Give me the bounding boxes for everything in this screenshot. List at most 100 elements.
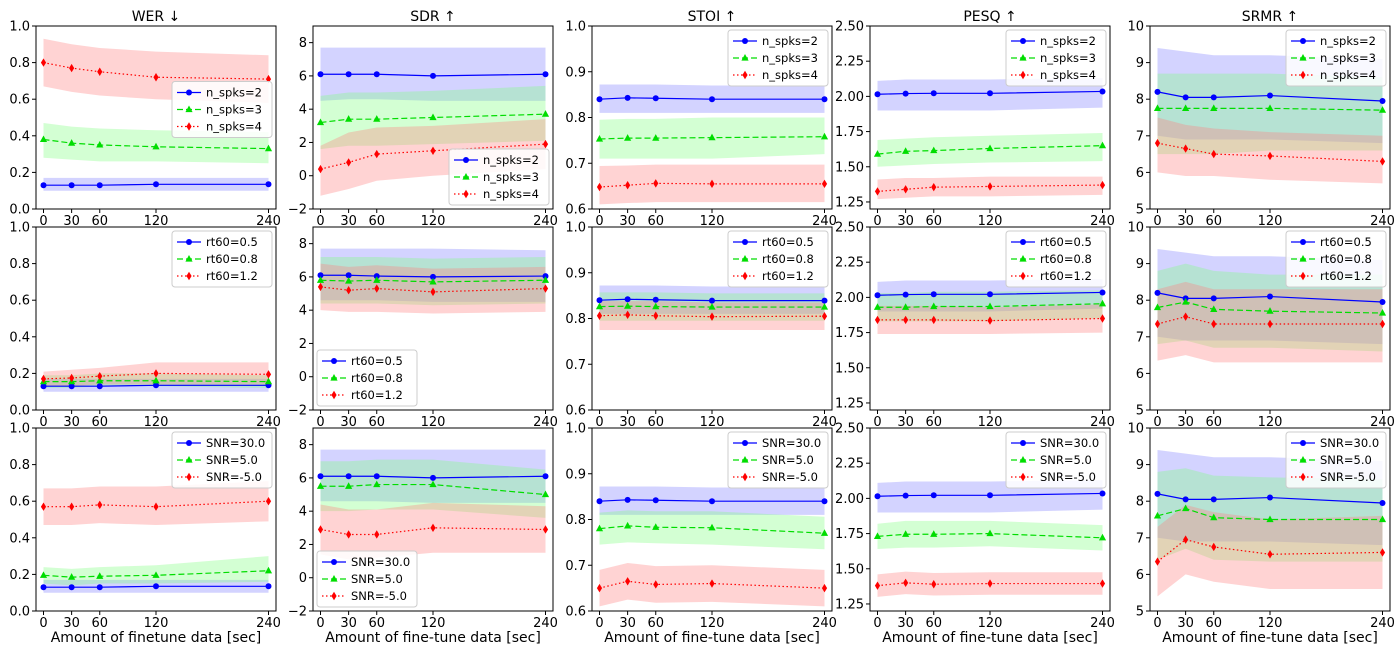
legend-marker — [1300, 70, 1306, 80]
x-tick-label: 60 — [925, 616, 942, 631]
plot-area — [39, 362, 273, 392]
legend-box — [727, 29, 829, 87]
x-tick-label: 0 — [39, 214, 47, 229]
data-point-1 — [542, 473, 549, 480]
x-tick-label: 240 — [256, 616, 281, 631]
x-tick-label: 120 — [978, 415, 1003, 430]
legend-marker — [1300, 440, 1306, 446]
data-point-2 — [96, 572, 104, 579]
data-point-1 — [96, 584, 103, 591]
y-tick-label: −2 — [288, 203, 307, 218]
y-tick-label: 9 — [1136, 257, 1144, 272]
legend-box — [1005, 29, 1107, 87]
y-tick-label: 9 — [1136, 56, 1144, 71]
data-point-2 — [345, 482, 353, 489]
y-tick-label: 0 — [299, 571, 307, 586]
x-tick-label: 240 — [1370, 415, 1395, 430]
data-point-2 — [820, 132, 829, 140]
x-tick-label: 30 — [63, 214, 80, 229]
x-tick-label: 0 — [316, 415, 324, 430]
legend-marker — [331, 559, 337, 565]
data-point-3 — [1154, 319, 1161, 329]
y-tick-label: 6 — [1136, 166, 1144, 181]
data-point-1 — [40, 182, 47, 189]
x-tick-label: 240 — [812, 214, 837, 229]
data-point-2 — [902, 303, 910, 310]
legend-marker — [1020, 472, 1026, 482]
data-point-3 — [903, 315, 909, 325]
data-point-2 — [708, 303, 716, 310]
legend-marker — [462, 173, 470, 180]
x-tick-label: 240 — [533, 214, 558, 229]
data-point-2 — [820, 303, 829, 310]
x-tick-label: 60 — [1205, 415, 1222, 430]
y-tick-label: 8 — [299, 237, 307, 252]
legend-label: n_spks=4 — [483, 187, 539, 201]
x-tick-label: 30 — [897, 616, 914, 631]
data-point-3 — [374, 530, 380, 539]
legend-box — [171, 81, 273, 138]
band-2 — [43, 556, 269, 586]
data-point-1 — [1267, 92, 1273, 99]
y-tick-label: −2 — [288, 404, 307, 419]
data-point-3 — [265, 497, 272, 506]
legend: n_spks=2 n_spks=3 n_spks=4 — [448, 148, 550, 206]
data-point-1 — [1099, 490, 1106, 497]
y-tick-label: 1.0 — [9, 221, 30, 236]
data-point-2 — [930, 146, 938, 154]
legend: n_spks=2 n_spks=3 n_spks=4 — [727, 29, 829, 87]
data-point-1 — [624, 94, 631, 101]
legend-marker — [742, 38, 748, 44]
panel-r1-c1: 0 30 60 120 240 0.0 0.2 0.4 0.6 0.8 1.0 WER ↓ n_spks… — [9, 9, 281, 229]
x-tick-label: 120 — [421, 616, 446, 631]
data-point-2 — [39, 135, 48, 143]
legend-label: rt60=1.2 — [1040, 269, 1092, 283]
legend-label: SNR=5.0 — [1040, 453, 1092, 467]
data-point-1 — [96, 182, 103, 189]
data-point-1 — [596, 96, 603, 103]
legend-marker — [1020, 271, 1026, 281]
data-point-3 — [709, 312, 715, 321]
data-point-1 — [709, 297, 715, 304]
legend-label: rt60=0.8 — [762, 252, 814, 266]
legend-marker — [185, 105, 193, 113]
data-point-3 — [625, 577, 631, 586]
legend-label: SNR=-5.0 — [206, 470, 262, 484]
data-point-3 — [1154, 138, 1161, 148]
data-point-3 — [1211, 542, 1217, 552]
data-point-3 — [69, 63, 75, 73]
y-tick-label: 1.75 — [835, 527, 864, 542]
data-point-2 — [708, 133, 716, 141]
data-point-3 — [987, 316, 993, 325]
data-point-2 — [1210, 513, 1218, 521]
data-point-3 — [931, 182, 937, 192]
legend-marker — [186, 122, 192, 131]
data-point-1 — [709, 498, 715, 505]
legend-marker — [742, 239, 748, 245]
y-tick-label: 0.4 — [9, 330, 30, 345]
panel-r1-c4: 0 30 60 120 240 1.25 1.50 1.75 2.00 2.25 2.50 PESQ … — [835, 9, 1115, 229]
legend-box — [316, 550, 418, 608]
data-point-3 — [874, 315, 881, 325]
legend-marker — [330, 575, 338, 582]
legend-label: n_spks=4 — [762, 68, 818, 82]
data-point-2 — [316, 276, 325, 283]
x-tick-label: 60 — [1205, 214, 1222, 229]
x-tick-label: 60 — [368, 616, 385, 631]
legend-marker — [1019, 54, 1027, 61]
data-point-2 — [373, 115, 381, 122]
legend-label: rt60=0.8 — [206, 252, 258, 266]
legend-marker — [741, 255, 749, 262]
data-point-3 — [821, 312, 828, 321]
panel-r3-c4: 0 30 60 120 240 1.25 1.50 1.75 2.00 2.25 2.50 Amoun… — [835, 422, 1115, 647]
y-tick-label: 1.25 — [835, 195, 864, 210]
data-point-1 — [930, 291, 937, 298]
data-point-2 — [820, 529, 829, 536]
data-point-2 — [708, 523, 716, 531]
legend-label: n_spks=3 — [1320, 51, 1376, 65]
legend-label: SNR=-5.0 — [762, 470, 818, 484]
legend-box — [1005, 431, 1107, 489]
data-point-3 — [542, 139, 549, 149]
x-tick-label: 30 — [619, 214, 636, 229]
